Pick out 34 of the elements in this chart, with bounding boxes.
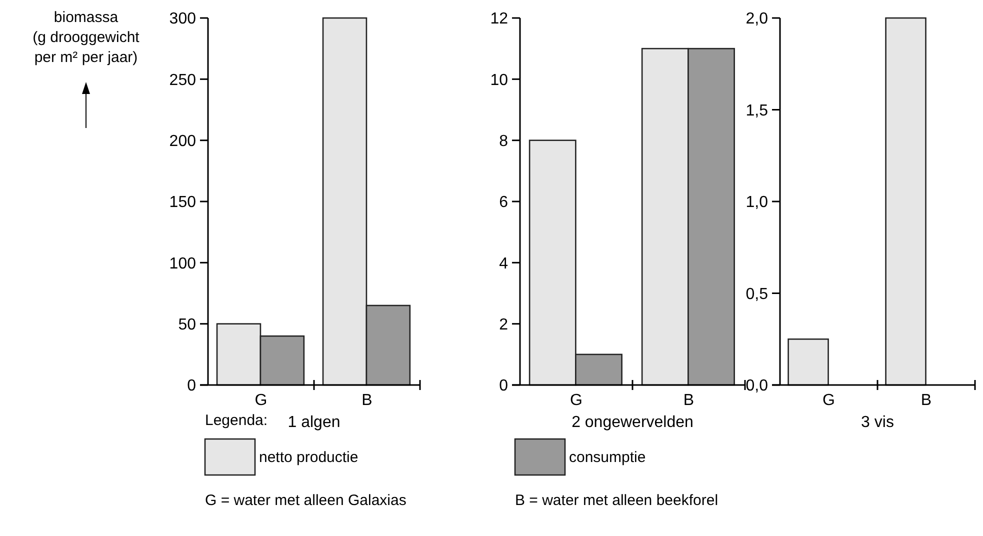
y-axis-title: biomassa (g drooggewicht per m² per jaar) [32, 9, 140, 66]
y-tick-label: 200 [169, 132, 196, 150]
x-tick-label: B [683, 392, 694, 409]
y-tick-label: 4 [499, 255, 508, 272]
y-tick-label: 2 [499, 316, 508, 334]
legend-label: consumptie [569, 449, 646, 466]
y-tick-label: 2,0 [746, 10, 768, 28]
y-tick-label: 0,0 [746, 378, 768, 395]
y-tick-label: 0 [499, 378, 508, 395]
x-tick-label: G [570, 392, 582, 409]
text: G = water met alleen Galaxias [205, 492, 406, 509]
x-axis-title: 1 algen [288, 414, 340, 431]
y-tick-label: 0,5 [746, 286, 768, 303]
y-tick-label: 6 [499, 194, 508, 212]
y-tick-label: 1,0 [746, 194, 768, 212]
y-tick-label: 0 [187, 378, 196, 395]
legend-label: netto productie [259, 449, 358, 466]
text: B = water met alleen beekforel [515, 492, 718, 509]
y-tick-label: 150 [169, 194, 196, 212]
y-tick-label: 300 [169, 10, 196, 28]
y-tick-label: 8 [499, 132, 508, 150]
x-tick-label: G [822, 392, 835, 409]
y-tick-label: 12 [490, 10, 508, 28]
x-axis-title: 3 vis [861, 414, 894, 431]
x-tick-label: B [362, 392, 372, 409]
x-tick-label: B [920, 392, 932, 409]
y-tick-label: 100 [169, 255, 196, 272]
legend-title: Legenda: [205, 412, 268, 429]
x-axis-title: 2 ongewervelden [572, 414, 694, 431]
y-tick-label: 10 [490, 72, 508, 89]
y-tick-label: 50 [178, 316, 196, 334]
x-tick-label: G [254, 392, 268, 409]
y-tick-label: 250 [169, 72, 196, 89]
y-tick-label: 1,5 [746, 102, 768, 120]
